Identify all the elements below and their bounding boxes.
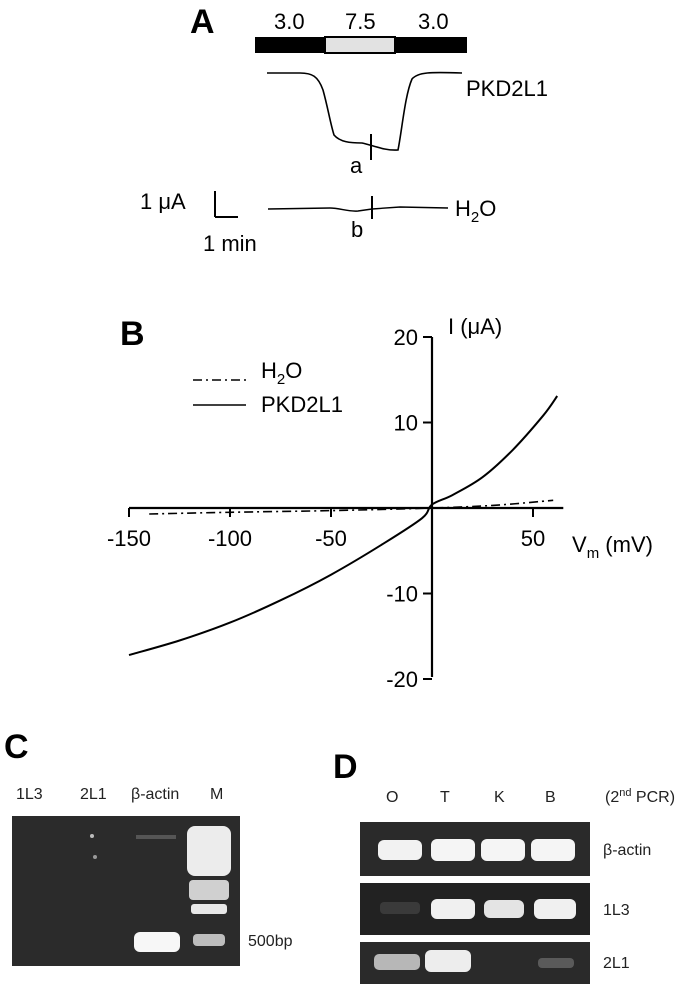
gel-d-row-label-3: 2L1	[603, 955, 630, 972]
gel-d-band-beta-actin-k	[481, 839, 525, 861]
scale-time-label: 1 min	[203, 231, 257, 256]
y-ticks: 20 10 -10 -20	[386, 325, 432, 692]
scale-current-label: 1 μA	[140, 189, 186, 214]
gel-c-marker-band-500	[193, 934, 225, 946]
y-tick-label: -10	[386, 582, 418, 607]
trace-label-pkd2l1: PKD2L1	[466, 76, 548, 101]
legend-h2o-label: H2O	[261, 358, 302, 388]
series-line-h2o	[149, 499, 554, 515]
gel-c-well	[136, 835, 176, 839]
x-tick-label: -50	[315, 526, 347, 551]
gel-d-band-2l1-b	[538, 958, 574, 968]
gel-d-row-2l1	[360, 942, 590, 984]
y-tick-label: -20	[386, 667, 418, 692]
trace-marker-b: b	[351, 217, 363, 242]
gel-d-lane-1: O	[386, 789, 398, 806]
bath-bar-label-2: 7.5	[345, 9, 376, 34]
gel-d-band-1l3-k	[484, 900, 524, 918]
x-tick-label: -150	[107, 526, 151, 551]
y-tick-label: 20	[394, 325, 418, 350]
panel-a-label: A	[190, 3, 215, 41]
gel-c-speck-2	[93, 855, 97, 859]
gel-d-row-beta-actin	[360, 822, 590, 876]
scale-bar: 1 μA 1 min	[140, 189, 257, 256]
bath-bar-segment-1	[255, 37, 325, 53]
x-ticks: -150 -100 -50 50	[107, 508, 545, 551]
trace-label-h2o: H2O	[455, 196, 496, 226]
bath-bar-segment-2	[324, 36, 396, 54]
gel-d-band-2l1-o	[374, 954, 420, 970]
pkd2l1-current-trace	[267, 71, 463, 151]
chart-series	[128, 395, 559, 657]
series-line-pkd2l1	[128, 395, 559, 657]
gel-c-speck	[90, 834, 94, 838]
panel-c-label: C	[4, 728, 29, 766]
trace-marker-a: a	[350, 153, 363, 178]
gel-c-marker-band-1	[189, 880, 229, 900]
gel-d-lane-4: B	[545, 789, 556, 806]
gel-c-lane-1: 1L3	[16, 786, 43, 803]
gel-d-lane-2: T	[440, 789, 450, 806]
bath-bar-label-3: 3.0	[418, 9, 449, 34]
gel-c-lane-3: β-actin	[131, 786, 179, 803]
gel-d-note: (2nd PCR)	[605, 787, 675, 806]
gel-c-marker-smear-top	[187, 826, 231, 876]
gel-d-band-1l3-o	[380, 902, 420, 914]
gel-c-lane-2: 2L1	[80, 786, 107, 803]
gel-d-lane-3: K	[494, 789, 505, 806]
gel-c-band-beta-actin	[134, 932, 180, 952]
gel-c-size-label: 500bp	[248, 933, 293, 950]
gel-d-band-2l1-t	[425, 950, 471, 972]
panel-d-label: D	[333, 748, 358, 786]
h2o-current-trace	[267, 206, 449, 212]
gel-c-lane-4: M	[210, 786, 223, 803]
x-tick-label: -100	[208, 526, 252, 551]
x-tick-label: 50	[521, 526, 545, 551]
gel-c-marker-band-2	[191, 904, 227, 914]
gel-d-row-1l3	[360, 883, 590, 935]
gel-d-band-beta-actin-o	[378, 840, 422, 860]
bath-bar-segment-3	[395, 37, 467, 53]
y-tick-label: 10	[394, 411, 418, 436]
gel-d-band-1l3-b	[534, 899, 576, 919]
gel-d-band-beta-actin-t	[431, 839, 475, 861]
y-axis-title: I (μA)	[448, 314, 502, 339]
gel-d-row-label-2: 1L3	[603, 902, 630, 919]
gel-d-row-label-1: β-actin	[603, 842, 651, 859]
x-axis-title: Vm (mV)	[572, 532, 653, 562]
panel-b-label: B	[120, 315, 145, 353]
bath-bar-label-1: 3.0	[274, 9, 305, 34]
gel-d-band-1l3-t	[431, 899, 475, 919]
gel-c-image	[12, 816, 240, 966]
legend-pkd2l1-label: PKD2L1	[261, 392, 343, 417]
bath-solution-bar: 3.0 7.5 3.0	[255, 9, 467, 54]
legend: H2O PKD2L1	[193, 358, 343, 417]
gel-d-band-beta-actin-b	[531, 839, 575, 861]
